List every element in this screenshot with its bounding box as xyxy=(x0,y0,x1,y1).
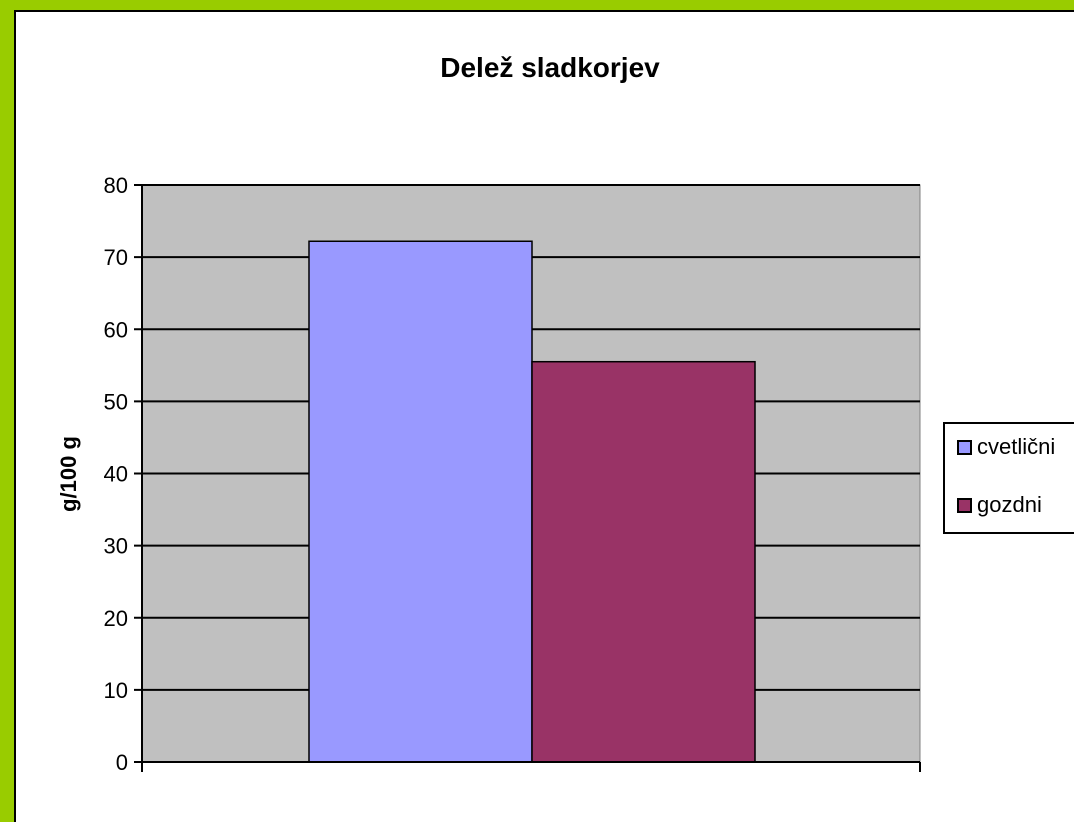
chart-title: Delež sladkorjev xyxy=(440,52,660,83)
y-tick-label: 60 xyxy=(104,317,128,342)
y-tick-label: 50 xyxy=(104,389,128,414)
legend-label-gozdni: gozdni xyxy=(977,492,1042,517)
y-tick-label: 80 xyxy=(104,173,128,198)
y-tick-label: 20 xyxy=(104,606,128,631)
y-tick-label: 40 xyxy=(104,462,128,487)
legend-item-gozdni: gozdni xyxy=(957,492,1042,518)
bar-gozdni xyxy=(531,360,756,763)
y-tick-label: 70 xyxy=(104,245,128,270)
y-tick-label: 0 xyxy=(116,750,128,775)
y-tick-label: 10 xyxy=(104,678,128,703)
legend-swatch-cvetlicni xyxy=(957,439,972,455)
legend-label-cvetlicni: cvetlični xyxy=(977,434,1056,459)
legend-item-cvetlicni: cvetlični xyxy=(957,434,1055,460)
chart-legend: cvetlični gozdni xyxy=(943,422,1074,534)
bar-cvetlicni xyxy=(308,240,533,763)
y-axis-label: g/100 g xyxy=(56,436,81,512)
legend-swatch-gozdni xyxy=(957,497,972,513)
y-tick-label: 30 xyxy=(104,534,128,559)
